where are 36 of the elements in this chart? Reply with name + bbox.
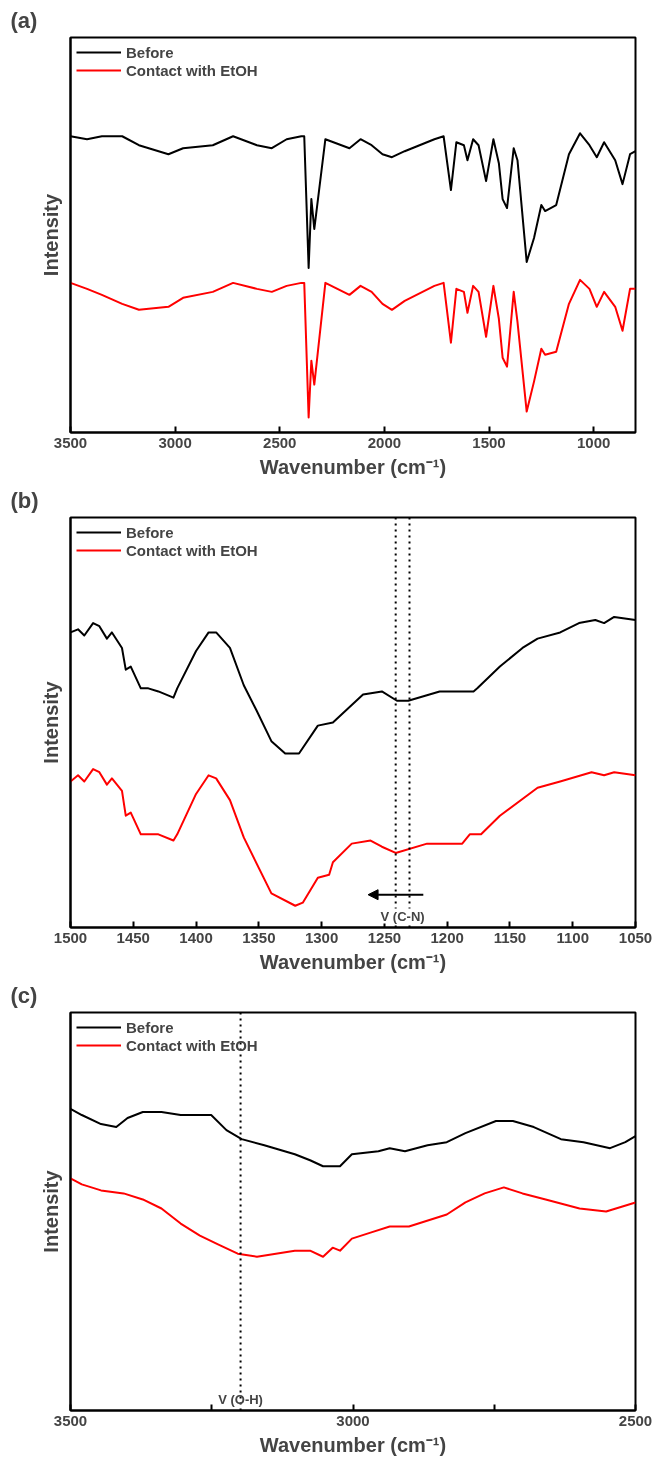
x-tick-label: 1100 xyxy=(556,928,589,946)
x-tick-label: 1450 xyxy=(116,928,150,946)
x-axis-title: Wavenumber (cm⁻¹) xyxy=(259,1433,447,1456)
x-tick-label: 3000 xyxy=(336,1411,370,1429)
x-tick-label: 1300 xyxy=(304,928,339,946)
x-tick-label: 1350 xyxy=(242,928,276,946)
x-tick-label: 2500 xyxy=(263,433,297,451)
legend-label: Before xyxy=(126,1018,174,1036)
x-axis-title: Wavenumber (cm⁻¹) xyxy=(259,950,447,973)
x-tick-label: 1150 xyxy=(493,928,527,946)
x-tick-label: 1400 xyxy=(179,928,213,946)
legend-label: Contact with EtOH xyxy=(126,61,258,79)
x-tick-label: 3500 xyxy=(53,433,88,451)
x-tick-label: 3000 xyxy=(158,433,192,451)
chart-title: (b) xyxy=(10,487,39,513)
y-axis-title: Intensity xyxy=(39,193,62,277)
x-tick-label: 1200 xyxy=(430,928,464,946)
x-tick-label: 3500 xyxy=(53,1411,88,1429)
chart-title: (c) xyxy=(10,982,38,1008)
x-tick-label: 2000 xyxy=(367,433,402,451)
legend-label: Contact with EtOH xyxy=(126,1036,258,1054)
ref-line-label: V (O-H) xyxy=(218,1391,263,1407)
x-tick-label: 1250 xyxy=(367,928,402,946)
chart-title: (a) xyxy=(10,7,38,33)
y-axis-title: Intensity xyxy=(39,680,62,764)
legend-label: Contact with EtOH xyxy=(126,541,258,559)
annotation: V (C-N) xyxy=(380,908,425,924)
x-tick-label: 1500 xyxy=(472,433,506,451)
x-tick-label: 1500 xyxy=(53,928,88,946)
x-axis-title: Wavenumber (cm⁻¹) xyxy=(259,455,447,478)
x-tick-label: 1050 xyxy=(618,928,653,946)
y-axis-title: Intensity xyxy=(39,1169,62,1253)
legend-label: Before xyxy=(126,523,174,541)
legend-label: Before xyxy=(126,43,174,61)
x-tick-label: 2500 xyxy=(618,1411,653,1429)
x-tick-label: 1000 xyxy=(576,433,611,451)
